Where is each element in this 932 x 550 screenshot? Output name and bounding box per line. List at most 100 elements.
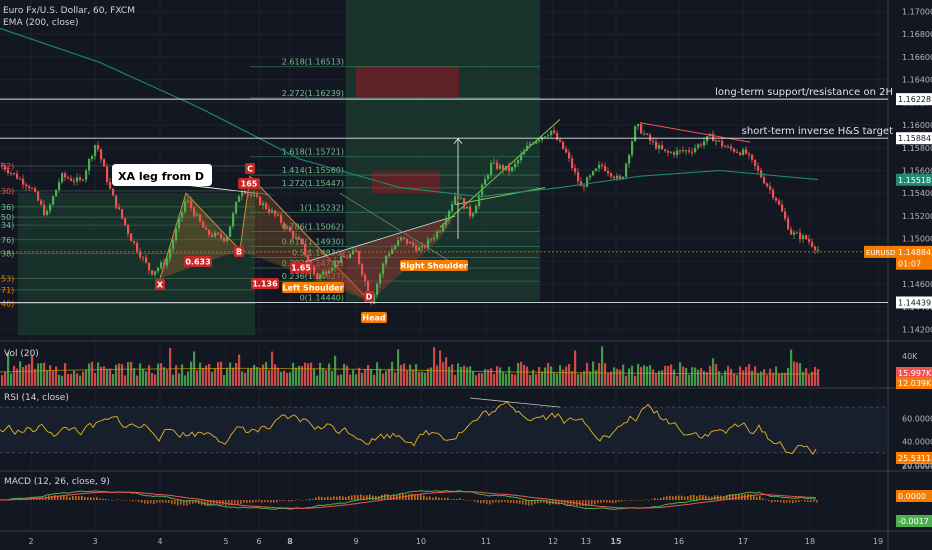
volume-bar bbox=[733, 374, 736, 386]
candle-body bbox=[67, 177, 70, 179]
candle-body bbox=[712, 133, 715, 142]
volume-bar bbox=[688, 374, 691, 386]
macd-histogram-bar bbox=[309, 499, 311, 500]
macd-histogram-bar bbox=[252, 500, 254, 503]
volume-bar bbox=[316, 375, 319, 386]
candle-body bbox=[13, 173, 16, 175]
ema-line bbox=[0, 27, 819, 198]
macd-histogram-bar bbox=[231, 500, 233, 506]
candle-body bbox=[694, 147, 697, 153]
left-fib-label: 50) bbox=[1, 213, 14, 222]
volume-bar bbox=[148, 365, 151, 386]
macd-histogram-bar bbox=[75, 496, 77, 500]
volume-bar bbox=[262, 364, 265, 386]
macd-histogram-bar bbox=[486, 500, 488, 504]
macd-histogram-bar bbox=[159, 500, 161, 503]
macd-histogram-bar bbox=[420, 494, 422, 500]
volume-bar bbox=[241, 371, 244, 386]
macd-histogram-bar bbox=[684, 496, 686, 500]
candle-body bbox=[61, 173, 64, 183]
macd-histogram-bar bbox=[183, 500, 185, 506]
volume-bar bbox=[682, 366, 685, 386]
candle-body bbox=[556, 132, 559, 140]
macd-histogram-bar bbox=[474, 500, 476, 502]
candle-body bbox=[133, 241, 136, 243]
volume-bar bbox=[55, 366, 58, 386]
macd-histogram-bar bbox=[696, 496, 698, 500]
price-tag-bg bbox=[896, 132, 932, 145]
volume-bar bbox=[178, 373, 181, 386]
volume-bar bbox=[718, 371, 721, 386]
macd-histogram-bar bbox=[606, 500, 608, 503]
volume-bar bbox=[298, 365, 301, 386]
macd-histogram-bar bbox=[813, 500, 815, 502]
candle-body bbox=[682, 150, 685, 152]
macd-histogram-bar bbox=[438, 497, 440, 500]
point-d-label-bg bbox=[364, 291, 374, 302]
volume-bar bbox=[379, 368, 382, 386]
macd-histogram-bar bbox=[123, 499, 125, 501]
candle-body bbox=[514, 163, 517, 168]
volume-bar bbox=[580, 372, 583, 386]
price-candles bbox=[1, 122, 820, 306]
macd-histogram-bar bbox=[366, 495, 368, 500]
candle-body bbox=[103, 159, 106, 167]
macd-histogram-bar bbox=[582, 500, 584, 506]
macd-tag: 0.0000 bbox=[898, 492, 926, 501]
macd-panel bbox=[0, 490, 818, 510]
time-tick-label: 3 bbox=[92, 537, 97, 546]
candle-body bbox=[43, 204, 46, 216]
volume-bar bbox=[454, 374, 457, 386]
macd-histogram-bar bbox=[405, 494, 407, 500]
volume-bar bbox=[625, 375, 628, 386]
price-tick-label: 1.15400 bbox=[902, 189, 932, 198]
macd-histogram-bar bbox=[57, 495, 59, 500]
candle-body bbox=[661, 145, 664, 150]
macd-histogram-bar bbox=[243, 500, 245, 503]
macd-histogram-bar bbox=[66, 496, 68, 500]
volume-bar bbox=[538, 367, 541, 386]
volume-bar bbox=[280, 371, 283, 386]
candle-body bbox=[769, 186, 772, 190]
volume-bar bbox=[808, 374, 811, 386]
candle-body bbox=[151, 270, 154, 275]
candle-body bbox=[271, 210, 274, 213]
macd-histogram-bar bbox=[282, 500, 284, 502]
candle-body bbox=[250, 193, 253, 196]
candle-body bbox=[46, 210, 49, 216]
candle-body bbox=[592, 171, 595, 176]
volume-bar bbox=[124, 375, 127, 386]
macd-histogram-bar bbox=[192, 500, 194, 504]
volume-bar bbox=[10, 373, 13, 386]
candle-body bbox=[727, 146, 730, 148]
volume-ma-tag-bg bbox=[896, 377, 932, 389]
volume-bar bbox=[730, 368, 733, 386]
volume-bar bbox=[46, 370, 49, 386]
price-tick-label: 1.15800 bbox=[902, 144, 932, 153]
volume-ma-line bbox=[0, 367, 819, 375]
macd-histogram-bar bbox=[594, 500, 596, 505]
candle-body bbox=[295, 236, 298, 238]
fib-level-label: 0.382(1.14742) bbox=[282, 259, 344, 268]
candle-body bbox=[520, 154, 523, 161]
macd-histogram-bar bbox=[783, 500, 785, 504]
candle-body bbox=[544, 136, 547, 138]
candle-body bbox=[85, 170, 88, 180]
volume-bar bbox=[556, 373, 559, 386]
ratio-165b-label-bg bbox=[238, 178, 260, 189]
macd-signal-line bbox=[0, 491, 817, 509]
volume-bar bbox=[697, 369, 700, 386]
volume-bar bbox=[52, 370, 55, 386]
volume-bar bbox=[790, 349, 793, 386]
macd-histogram-bar bbox=[273, 500, 275, 503]
volume-bar bbox=[496, 366, 499, 386]
volume-bar bbox=[19, 361, 22, 386]
macd-histogram-bar bbox=[798, 500, 800, 503]
macd-histogram-bar bbox=[495, 500, 497, 503]
candle-body bbox=[37, 191, 40, 201]
volume-bar bbox=[391, 361, 394, 386]
macd-histogram-bar bbox=[603, 500, 605, 503]
macd-histogram-bar bbox=[657, 498, 659, 500]
volume-bar bbox=[427, 368, 430, 386]
macd-histogram-bar bbox=[609, 500, 611, 503]
